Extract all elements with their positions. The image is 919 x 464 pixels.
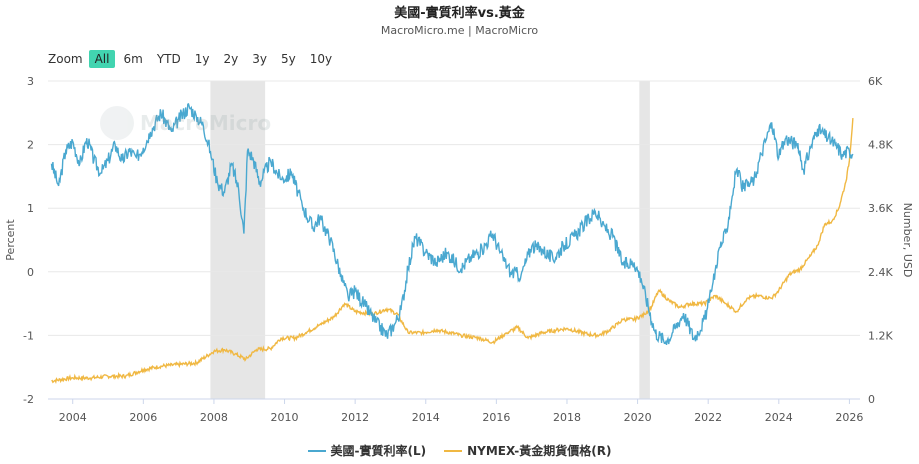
series-line-real-rate [50,102,854,346]
left-tick-label: -1 [23,329,34,342]
right-tick-label: 3.6K [868,202,893,215]
legend-item-gold[interactable]: NYMEX-黃金期貨價格(R) [444,442,611,459]
zoom-1y-button[interactable]: 1y [194,52,210,66]
series-line-gold [51,118,854,385]
legend-swatch-gold [444,449,463,452]
legend: 美國-實質利率(L) NYMEX-黃金期貨價格(R) [0,442,919,459]
zoom-bar: Zoom All 6m YTD 1y 2y 3y 5y 10y [48,50,340,68]
x-tick-label: 2010 [271,411,299,424]
left-axis-title: Percent [4,219,17,261]
legend-label-real-rate: 美國-實質利率(L) [330,444,427,458]
zoom-6m-button[interactable]: 6m [123,52,143,66]
zoom-10y-button[interactable]: 10y [309,52,333,66]
x-tick-label: 2006 [129,411,157,424]
x-tick-label: 2020 [624,411,652,424]
zoom-2y-button[interactable]: 2y [223,52,239,66]
x-tick-label: 2008 [200,411,228,424]
recession-band-1 [639,81,650,399]
x-tick-label: 2012 [341,411,369,424]
x-tick-label: 2004 [59,411,87,424]
x-tick-label: 2018 [553,411,581,424]
watermark: MacroMicro [100,106,271,140]
right-tick-label: 0 [868,393,875,406]
zoom-all-button[interactable]: All [88,50,116,68]
right-axis-title: Number, USD [901,203,914,278]
legend-label-gold: NYMEX-黃金期貨價格(R) [467,444,612,458]
x-tick-label: 2022 [694,411,722,424]
x-tick-label: 2024 [765,411,793,424]
right-tick-label: 2.4K [868,266,893,279]
zoom-3y-button[interactable]: 3y [252,52,267,66]
left-tick-label: 2 [27,139,34,152]
x-tick-label: 2026 [835,411,863,424]
watermark-text: MacroMicro [140,111,272,135]
recession-band-0 [210,81,266,399]
chart-subtitle: MacroMicro.me | MacroMicro [380,24,539,37]
chart-title: 美國-實質利率vs.黃金 [394,6,525,21]
right-tick-label: 6K [868,75,883,88]
left-tick-label: 1 [27,202,34,215]
left-tick-label: 0 [27,266,34,279]
x-tick-label: 2014 [412,411,440,424]
watermark-logo-icon [100,106,134,140]
right-tick-label: 4.8K [868,139,893,152]
zoom-5y-button[interactable]: 5y [280,52,296,66]
x-tick-label: 2016 [482,411,510,424]
legend-item-real-rate[interactable]: 美國-實質利率(L) [307,442,427,459]
zoom-ytd-button[interactable]: YTD [156,52,181,66]
legend-swatch-real-rate [307,449,326,452]
zoom-label: Zoom [48,52,83,66]
left-tick-label: 3 [27,75,34,88]
left-tick-label: -2 [23,393,34,406]
right-tick-label: 1.2K [868,329,893,342]
